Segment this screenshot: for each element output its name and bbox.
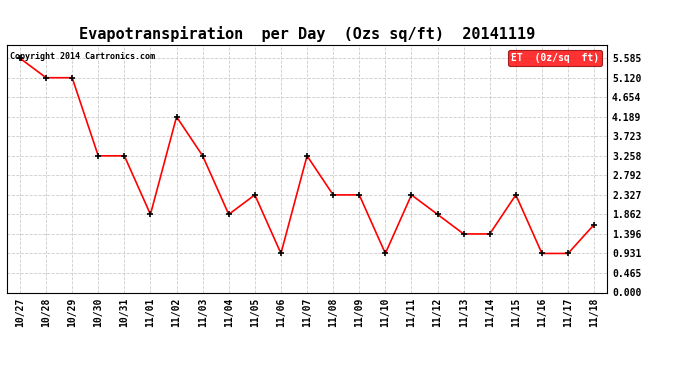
Text: Copyright 2014 Cartronics.com: Copyright 2014 Cartronics.com (10, 53, 155, 62)
Title: Evapotranspiration  per Day  (Ozs sq/ft)  20141119: Evapotranspiration per Day (Ozs sq/ft) 2… (79, 27, 535, 42)
Legend: ET  (0z/sq  ft): ET (0z/sq ft) (509, 50, 602, 66)
